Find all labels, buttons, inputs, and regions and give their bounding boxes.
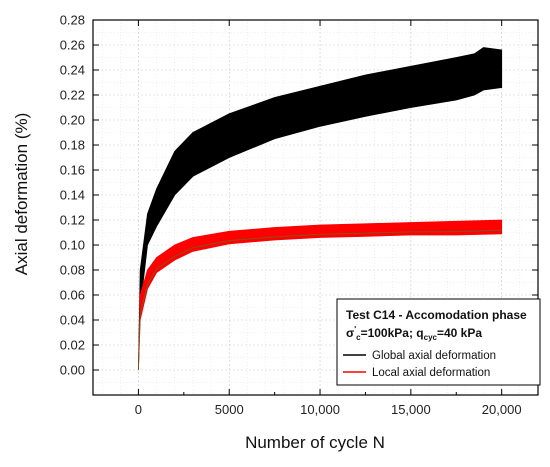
y-tick-label: 0.02 (60, 338, 85, 353)
legend-box (336, 298, 541, 386)
y-tick-label: 0.08 (60, 263, 85, 278)
y-tick-label: 0.24 (60, 63, 85, 78)
y-tick-label: 0.04 (60, 313, 85, 328)
legend-mid: =100kPa; q (361, 326, 424, 340)
x-tick-label: 5000 (215, 402, 244, 417)
legend-sigma: σ (346, 326, 354, 340)
legend-end: =40 kPa (437, 326, 482, 340)
x-axis-title: Number of cycle N (245, 433, 385, 452)
y-tick-label: 0.12 (60, 213, 85, 228)
legend: Test C14 - Accomodation phase σ'c=100kPa… (336, 298, 541, 386)
legend-q-sub: cyc (424, 333, 438, 342)
series-band-local (138, 219, 503, 371)
x-tick-label: 0 (135, 402, 142, 417)
legend-subtitle: σ'c=100kPa; qcyc=40 kPa (346, 325, 482, 342)
legend-sigma-sub: c (356, 333, 361, 342)
series-layer (137, 47, 503, 371)
y-tick-label: 0.18 (60, 138, 85, 153)
axis-layer: 0 5000 10,000 15,000 20,000 0.00 0.02 0.04 0.06 0… (60, 13, 539, 417)
legend-title: Test C14 - Accomodation phase (346, 308, 527, 322)
y-tick-label: 0.06 (60, 288, 85, 303)
y-tick-label: 0.00 (60, 363, 85, 378)
x-tick-label: 15,000 (391, 402, 431, 417)
x-tick-label: 10,000 (300, 402, 340, 417)
legend-sigma-sup: ' (354, 325, 356, 334)
legend-label-local: Local axial deformation (372, 367, 490, 379)
legend-label-global: Global axial deformation (372, 350, 496, 362)
series-trace-local-inner (137, 229, 502, 371)
y-tick-label: 0.20 (60, 113, 85, 128)
y-tick-label: 0.28 (60, 13, 85, 28)
y-tick-label: 0.16 (60, 163, 85, 178)
series-band-global (138, 47, 503, 371)
y-tick-label: 0.14 (60, 188, 85, 203)
x-tick-label: 20,000 (482, 402, 522, 417)
plot-frame (92, 19, 539, 396)
y-tick-label: 0.22 (60, 88, 85, 103)
y-tick-label: 0.10 (60, 238, 85, 253)
y-tick-label: 0.26 (60, 38, 85, 53)
y-axis-title: Axial deformation (%) (12, 113, 31, 276)
